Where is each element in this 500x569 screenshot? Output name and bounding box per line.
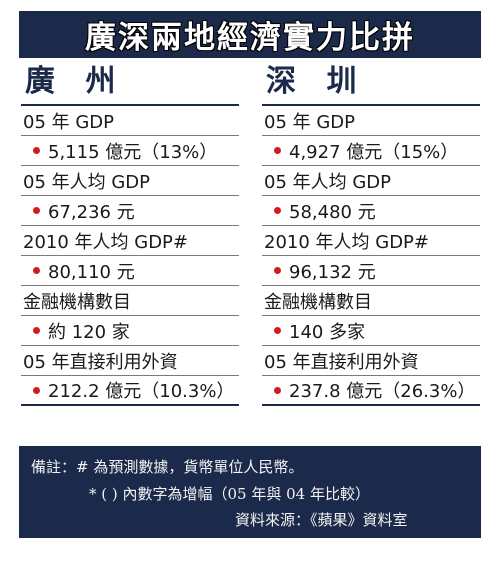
metric-value-text: 5,115 億元（13%） [48, 141, 218, 163]
metric-value-text: 約 120 家 [48, 321, 130, 343]
metric-value-text: 96,132 元 [289, 261, 376, 283]
metric-label: 05 年人均 GDP [21, 166, 239, 196]
metric-value-text: 58,480 元 [289, 201, 376, 223]
bullet-icon [274, 327, 281, 334]
bullet-icon [274, 267, 281, 274]
bullet-icon [33, 207, 40, 214]
metric-label: 05 年直接利用外資 [21, 346, 239, 376]
bullet-icon [274, 207, 281, 214]
metric-value-text: 80,110 元 [48, 261, 135, 283]
metric-value: 5,115 億元（13%） [21, 136, 239, 166]
metric-label: 05 年人均 GDP [262, 166, 480, 196]
note-forecast: 備註：# 為預測數據，貨幣單位人民幣。 [31, 458, 304, 476]
metric-value: 67,236 元 [21, 196, 239, 226]
bullet-icon [33, 147, 40, 154]
note-source: 資料來源：《蘋果》資料室 [235, 511, 408, 529]
metric-label: 2010 年人均 GDP# [21, 226, 239, 256]
metric-label: 05 年直接利用外資 [262, 346, 480, 376]
metric-label: 05 年 GDP [21, 106, 239, 136]
metric-label: 2010 年人均 GDP# [262, 226, 480, 256]
city-heading: 深 圳 [262, 62, 480, 106]
bullet-icon [33, 386, 40, 394]
metric-value: 237.8 億元（26.3%） [262, 376, 480, 406]
bullet-icon [33, 267, 40, 274]
bullet-icon [33, 327, 40, 334]
metric-value: 140 多家 [262, 316, 480, 346]
metric-value-text: 212.2 億元（10.3%） [48, 381, 235, 402]
metric-value: 4,927 億元（15%） [262, 136, 480, 166]
note-growth: * ( ) 內數字為增幅（05 年與 04 年比較） [89, 485, 370, 503]
notes-panel: 備註：# 為預測數據，貨幣單位人民幣。 * ( ) 內數字為增幅（05 年與 0… [19, 446, 481, 538]
metric-value: 80,110 元 [21, 256, 239, 286]
metric-value-text: 4,927 億元（15%） [289, 141, 459, 163]
metric-value-text: 237.8 億元（26.3%） [289, 381, 476, 402]
metric-value: 96,132 元 [262, 256, 480, 286]
metric-label: 金融機構數目 [262, 286, 480, 316]
metric-label: 05 年 GDP [262, 106, 480, 136]
bullet-icon [274, 147, 281, 154]
metric-value: 約 120 家 [21, 316, 239, 346]
metric-label: 金融機構數目 [21, 286, 239, 316]
city-heading: 廣 州 [21, 62, 239, 106]
metric-value-text: 140 多家 [289, 321, 366, 343]
metric-value: 212.2 億元（10.3%） [21, 376, 239, 406]
guangzhou-column: 廣 州 05 年 GDP 5,115 億元（13%） 05 年人均 GDP 67… [21, 62, 239, 406]
title-banner: 廣深兩地經濟實力比拼 [19, 11, 481, 58]
shenzhen-column: 深 圳 05 年 GDP 4,927 億元（15%） 05 年人均 GDP 58… [262, 62, 480, 406]
metric-value-text: 67,236 元 [48, 201, 135, 223]
metric-value: 58,480 元 [262, 196, 480, 226]
page-title: 廣深兩地經濟實力比拼 [85, 20, 415, 56]
bullet-icon [274, 386, 281, 394]
